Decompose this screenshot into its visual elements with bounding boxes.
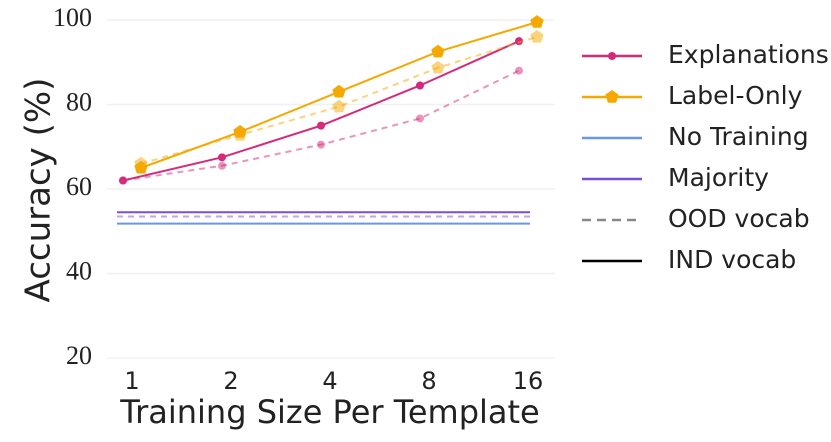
point [416,81,424,90]
y-tick-label: 20 [66,341,92,370]
point [332,99,346,113]
point [317,140,325,149]
point [431,44,445,58]
y-axis-label: Accuracy (%) [19,78,59,303]
point [218,153,226,162]
legend-marker [605,90,619,103]
y-tick-label: 80 [66,87,92,116]
point [515,37,523,46]
point [332,84,346,98]
y-tick-label: 100 [53,3,92,32]
point [218,161,226,170]
x-tick-label: 16 [513,367,544,395]
x-tick-label: 4 [322,367,337,395]
legend-label: No Training [668,122,809,151]
x-tick-label: 8 [421,367,436,395]
point [431,60,445,74]
legend-label: Majority [668,163,769,192]
legend-label: OOD vocab [668,204,810,233]
x-tick-label: 2 [223,367,238,395]
point [134,160,148,174]
point [515,66,523,75]
x-tick-label: 1 [124,367,139,395]
legend-marker [608,52,616,60]
legend-label: Explanations [668,40,829,69]
point [530,29,544,43]
y-tick-label: 60 [66,172,92,201]
point [317,121,325,130]
legend-label: IND vocab [668,245,796,274]
y-tick-label: 40 [66,256,92,285]
point [119,176,127,185]
point [530,15,544,28]
legend-label: Label-Only [668,81,803,110]
point [233,125,247,138]
x-axis-label: Training Size Per Template [119,393,539,431]
point [416,114,424,123]
